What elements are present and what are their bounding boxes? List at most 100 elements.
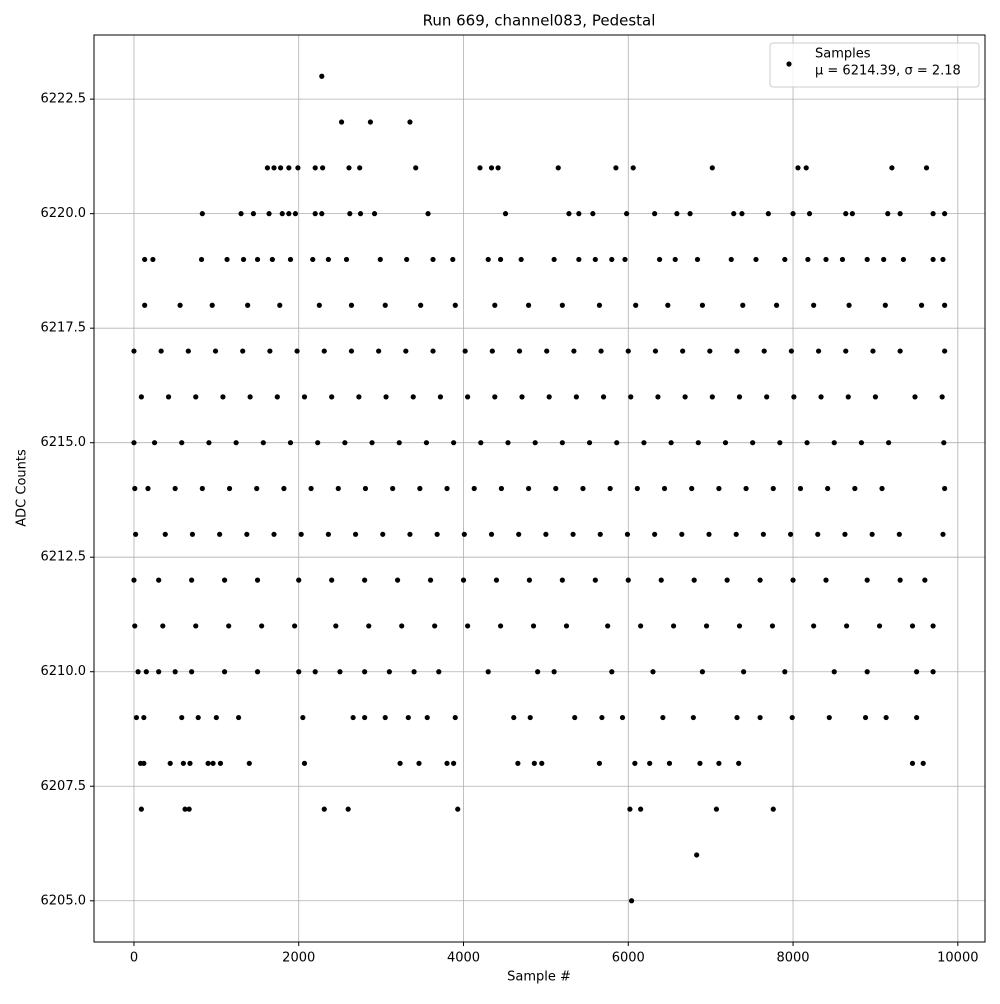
- point: [348, 348, 355, 354]
- point: [672, 256, 678, 263]
- point: [209, 302, 215, 308]
- point: [661, 485, 668, 492]
- point: [452, 714, 458, 721]
- point: [133, 714, 140, 721]
- point: [739, 211, 745, 217]
- point: [815, 531, 821, 537]
- point: [823, 577, 829, 583]
- point: [789, 714, 795, 721]
- point: [133, 531, 139, 537]
- point: [622, 256, 628, 263]
- point: [842, 531, 848, 537]
- point: [722, 440, 729, 446]
- point: [451, 440, 457, 446]
- point: [485, 669, 491, 675]
- point: [515, 760, 521, 766]
- point: [760, 531, 766, 537]
- point: [909, 623, 916, 629]
- point: [407, 119, 413, 125]
- point: [532, 440, 538, 446]
- chart-title: Run 669, channel083, Pedestal: [423, 12, 656, 30]
- point: [553, 485, 559, 492]
- point: [404, 256, 410, 263]
- point: [226, 485, 233, 492]
- point: [543, 531, 549, 537]
- point: [627, 806, 633, 812]
- point: [782, 256, 788, 263]
- point: [410, 394, 416, 400]
- point: [254, 577, 261, 583]
- point: [942, 211, 948, 217]
- point: [143, 669, 149, 675]
- point: [519, 394, 525, 400]
- point: [286, 211, 292, 217]
- point: [141, 760, 147, 766]
- point: [224, 256, 230, 263]
- x-tick-label: 4000: [447, 951, 480, 966]
- point: [630, 165, 636, 171]
- point: [716, 485, 722, 492]
- point: [912, 394, 918, 400]
- point: [485, 256, 491, 263]
- point: [551, 669, 557, 675]
- point: [267, 348, 273, 354]
- point: [872, 394, 879, 400]
- point: [823, 256, 829, 263]
- point: [489, 348, 495, 354]
- point: [193, 623, 199, 629]
- point: [247, 394, 253, 400]
- point: [918, 302, 925, 308]
- point: [377, 256, 383, 263]
- point: [596, 302, 603, 308]
- point: [333, 623, 339, 629]
- point: [527, 714, 533, 721]
- point: [879, 485, 885, 492]
- point: [897, 577, 903, 583]
- point: [883, 714, 889, 721]
- point: [652, 531, 658, 537]
- point: [217, 760, 224, 766]
- point: [150, 256, 156, 263]
- point: [416, 760, 422, 766]
- point: [619, 714, 626, 721]
- point: [287, 440, 294, 446]
- point: [131, 577, 137, 583]
- point: [362, 485, 369, 492]
- point: [319, 73, 325, 79]
- point: [342, 440, 348, 446]
- point: [254, 669, 261, 675]
- point: [380, 531, 386, 537]
- point: [870, 348, 876, 354]
- point: [940, 256, 946, 263]
- point: [666, 760, 673, 766]
- point: [843, 623, 850, 629]
- point: [650, 669, 656, 675]
- point: [451, 760, 457, 766]
- point: [250, 211, 257, 217]
- point: [609, 669, 615, 675]
- point: [690, 714, 696, 721]
- point: [300, 714, 306, 721]
- point: [316, 302, 322, 308]
- point: [531, 760, 537, 766]
- point: [382, 302, 388, 308]
- point: [312, 669, 318, 675]
- point: [539, 760, 545, 766]
- x-axis-label: Sample #: [507, 970, 571, 985]
- point: [132, 623, 138, 629]
- legend-label: Samples: [815, 47, 871, 62]
- point: [544, 348, 550, 354]
- y-tick-label: 6212.5: [41, 550, 87, 565]
- point: [576, 256, 582, 263]
- point: [352, 531, 359, 537]
- point: [362, 714, 368, 721]
- point: [383, 394, 389, 400]
- point: [652, 211, 658, 217]
- point: [135, 669, 141, 675]
- point: [770, 485, 776, 492]
- plot-frame: [93, 34, 986, 943]
- point: [405, 714, 411, 721]
- point: [452, 302, 458, 308]
- point: [371, 211, 378, 217]
- point: [455, 806, 461, 812]
